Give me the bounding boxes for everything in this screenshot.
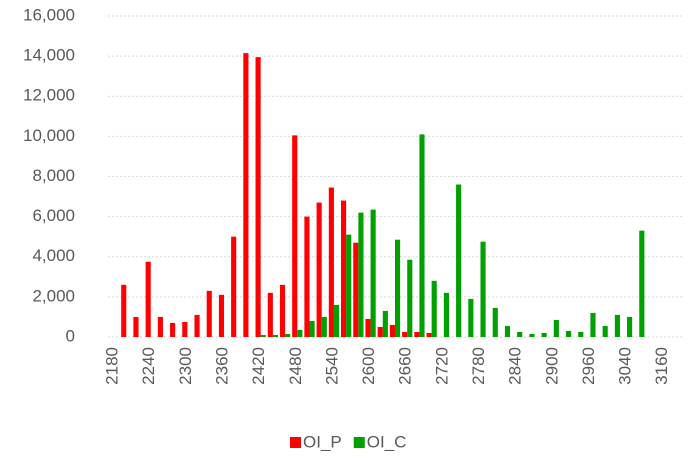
bar [389, 324, 395, 337]
bar [260, 334, 266, 337]
x-tick-label: 2240 [139, 347, 158, 385]
bar [321, 316, 327, 337]
bar [517, 331, 523, 337]
y-tick-label: 6,000 [32, 206, 75, 225]
bar [255, 57, 261, 338]
x-tick-label: 3040 [616, 347, 635, 385]
legend-swatch [290, 437, 301, 448]
bar [309, 320, 315, 337]
y-tick-label: 8,000 [32, 166, 75, 185]
bar [529, 333, 535, 337]
bar [456, 184, 462, 337]
bar [565, 330, 572, 337]
bar [341, 200, 347, 337]
bar [358, 212, 364, 337]
bar [285, 333, 291, 337]
bar [431, 280, 437, 337]
y-tick-label: 2,000 [32, 286, 75, 305]
bar [316, 202, 322, 337]
bar [133, 316, 139, 337]
bar [194, 314, 200, 337]
x-tick-label: 2660 [396, 347, 415, 385]
bar [614, 314, 620, 337]
bar [182, 321, 188, 337]
bar [272, 334, 279, 337]
bar [602, 325, 608, 337]
bar [304, 216, 310, 337]
bar [346, 234, 352, 337]
bar [370, 209, 376, 337]
x-tick-label: 2600 [359, 347, 378, 385]
bar [541, 332, 547, 337]
bar [121, 284, 127, 337]
bar [267, 292, 273, 337]
bar [480, 241, 486, 337]
bar [333, 304, 340, 337]
x-tick-label: 2960 [579, 347, 598, 385]
bar [443, 292, 449, 337]
bar [218, 294, 225, 337]
legend-label: OI_P [303, 432, 342, 451]
bar [328, 187, 334, 337]
x-tick-label: 2300 [176, 347, 195, 385]
y-tick-label: 4,000 [32, 246, 75, 265]
bar [468, 298, 474, 337]
legend-label: OI_C [367, 432, 407, 451]
bar [157, 316, 163, 337]
bar [407, 259, 413, 337]
bar [639, 230, 645, 337]
x-tick-label: 2900 [542, 347, 561, 385]
x-tick-label: 2840 [506, 347, 525, 385]
bar [419, 134, 425, 337]
bar [627, 316, 633, 337]
bar [365, 318, 371, 337]
bar [395, 239, 401, 337]
bar [414, 331, 420, 337]
x-tick-label: 2420 [249, 347, 268, 385]
y-tick-label: 16,000 [23, 5, 75, 24]
bar [297, 329, 303, 337]
x-tick-label: 2540 [322, 347, 341, 385]
bar [578, 331, 584, 337]
x-tick-label: 2480 [286, 347, 305, 385]
bar [504, 325, 511, 337]
bar [243, 53, 249, 337]
bar [426, 332, 432, 337]
bar [292, 135, 298, 337]
x-tick-label: 2780 [469, 347, 488, 385]
y-tick-label: 0 [66, 326, 75, 345]
bar [377, 326, 383, 337]
bar [279, 284, 286, 337]
bar [492, 307, 498, 337]
y-tick-label: 12,000 [23, 86, 75, 105]
bar [170, 322, 176, 337]
x-tick-label: 2360 [213, 347, 232, 385]
bar [402, 331, 408, 337]
bar [590, 312, 596, 337]
bar [382, 310, 388, 337]
y-tick-label: 10,000 [23, 126, 75, 145]
legend-swatch [353, 437, 365, 448]
x-tick-label: 2180 [103, 347, 122, 385]
bar [145, 261, 151, 337]
bar [553, 319, 559, 337]
bar [353, 242, 359, 337]
x-tick-label: 2720 [432, 347, 451, 385]
x-tick-label: 3160 [652, 347, 671, 385]
bar [231, 236, 237, 337]
bar [206, 290, 212, 337]
y-tick-label: 14,000 [23, 46, 75, 65]
